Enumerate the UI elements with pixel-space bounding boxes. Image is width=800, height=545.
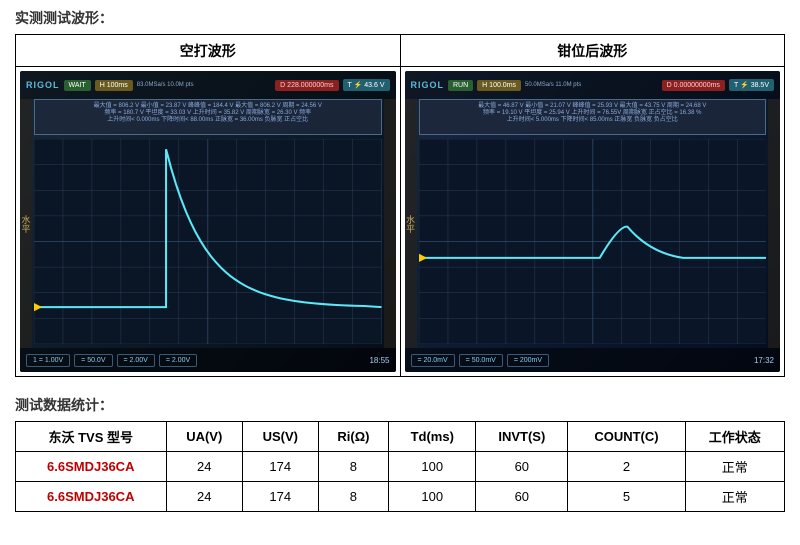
- scope-left-sidebar: 水平: [20, 99, 32, 348]
- footer-ch1: 1 = 1.00V: [26, 354, 70, 367]
- meas-line: 上升时间< 0.000ms 下降时间< 88.00ms 正脉宽 = 36.00m…: [40, 117, 376, 124]
- col-ri: Ri(Ω): [318, 422, 389, 452]
- data-section-title: 测试数据统计：: [15, 395, 785, 415]
- cell-status: 正常: [685, 452, 785, 482]
- footer-t: = 200mV: [507, 354, 549, 367]
- scope-footer-right: = 20.0mV = 50.0mV = 200mV 17:32: [405, 348, 781, 372]
- scope-trig-badge: T ⚡ 43.6 V: [343, 79, 390, 91]
- scope-measurements-left: 最大值 = 806.2 V 最小值 = 23.87 V 峰峰值 = 184.4 …: [34, 99, 382, 135]
- table-row: 6.6SMDJ36CA 24 174 8 100 60 2 正常: [16, 452, 785, 482]
- cell-ua: 24: [166, 452, 243, 482]
- footer-ch4: = 2.00V: [159, 354, 197, 367]
- footer-v1: = 20.0mV: [411, 354, 455, 367]
- scope-logo: RIGOL: [411, 80, 445, 90]
- footer-ch3: = 2.00V: [117, 354, 155, 367]
- oscilloscope-left: RIGOL WAIT H 100ms 83.0MSa/s 10.0M pts D…: [20, 71, 396, 372]
- footer-time: 18:55: [369, 356, 389, 365]
- scope-side-label: 水平: [405, 215, 418, 233]
- cell-invt: 60: [476, 452, 568, 482]
- scope-side-label: 水平: [20, 215, 33, 233]
- col-invt: INVT(S): [476, 422, 568, 452]
- col-count: COUNT(C): [568, 422, 685, 452]
- meas-line: 上升时间< 5.000ms 下降时间< 85.00ms 正脉宽 负脉宽 负占空比: [425, 117, 761, 124]
- data-table-header-row: 东沃 TVS 型号 UA(V) US(V) Ri(Ω) Td(ms) INVT(…: [16, 422, 785, 452]
- oscilloscope-right: RIGOL RUN H 100.0ms 50.0MSa/s 11.0M pts …: [405, 71, 781, 372]
- scope-footer-left: 1 = 1.00V = 50.0V = 2.00V = 2.00V 18:55: [20, 348, 396, 372]
- waveform-header-right: 钳位后波形: [400, 35, 785, 67]
- cell-partnum: 6.6SMDJ36CA: [16, 482, 167, 512]
- scope-right-sidebar: [768, 99, 780, 348]
- cell-td: 100: [389, 452, 476, 482]
- cell-td: 100: [389, 482, 476, 512]
- cell-us: 174: [243, 452, 319, 482]
- scope-header-right: RIGOL RUN H 100.0ms 50.0MSa/s 11.0M pts …: [405, 71, 781, 99]
- waveform-header-left: 空打波形: [16, 35, 401, 67]
- scope-measurements-right: 最大值 = 46.87 V 最小值 = 21.07 V 峰峰值 = 25.93 …: [419, 99, 767, 135]
- col-ua: UA(V): [166, 422, 243, 452]
- data-table-body: 6.6SMDJ36CA 24 174 8 100 60 2 正常 6.6SMDJ…: [16, 452, 785, 512]
- cell-us: 174: [243, 482, 319, 512]
- cell-invt: 60: [476, 482, 568, 512]
- scope-header-left: RIGOL WAIT H 100ms 83.0MSa/s 10.0M pts D…: [20, 71, 396, 99]
- cell-ri: 8: [318, 482, 389, 512]
- scope-trig-badge: T ⚡ 38.5V: [729, 79, 774, 91]
- waveform-table: 空打波形 钳位后波形 RIGOL WAIT H 100ms 83.0MSa/s …: [15, 34, 785, 377]
- footer-v2: = 50.0mV: [459, 354, 503, 367]
- waveform-cell-right: RIGOL RUN H 100.0ms 50.0MSa/s 11.0M pts …: [400, 67, 785, 377]
- cell-count: 5: [568, 482, 685, 512]
- scope-left-sidebar: 水平: [405, 99, 417, 348]
- scope-sample-info: 83.0MSa/s 10.0M pts: [137, 82, 194, 88]
- data-table: 东沃 TVS 型号 UA(V) US(V) Ri(Ω) Td(ms) INVT(…: [15, 421, 785, 512]
- cell-ri: 8: [318, 452, 389, 482]
- scope-sample-info: 50.0MSa/s 11.0M pts: [525, 82, 581, 88]
- col-partnum: 东沃 TVS 型号: [16, 422, 167, 452]
- scope-right-sidebar: [384, 99, 396, 348]
- col-td: Td(ms): [389, 422, 476, 452]
- cell-status: 正常: [685, 482, 785, 512]
- col-us: US(V): [243, 422, 319, 452]
- cell-partnum: 6.6SMDJ36CA: [16, 452, 167, 482]
- scope-grid-right: [419, 139, 767, 344]
- footer-time: 17:32: [754, 356, 774, 365]
- scope-svg-left: [34, 139, 382, 344]
- table-row: 6.6SMDJ36CA 24 174 8 100 60 5 正常: [16, 482, 785, 512]
- scope-status-badge: WAIT: [64, 80, 91, 91]
- waveform-section-title: 实测测试波形：: [15, 8, 785, 28]
- scope-grid-left: [34, 139, 382, 344]
- scope-delay-badge: D 0.00000000ms: [662, 80, 725, 91]
- scope-logo: RIGOL: [26, 80, 60, 90]
- scope-status-badge: RUN: [448, 80, 473, 91]
- scope-horiz-badge: H 100ms: [95, 80, 133, 91]
- waveform-cell-left: RIGOL WAIT H 100ms 83.0MSa/s 10.0M pts D…: [16, 67, 401, 377]
- footer-ch2: = 50.0V: [74, 354, 112, 367]
- col-status: 工作状态: [685, 422, 785, 452]
- scope-svg-right: [419, 139, 767, 344]
- cell-count: 2: [568, 452, 685, 482]
- scope-horiz-badge: H 100.0ms: [477, 80, 521, 91]
- cell-ua: 24: [166, 482, 243, 512]
- scope-delay-badge: D 228.000000ms: [275, 80, 338, 91]
